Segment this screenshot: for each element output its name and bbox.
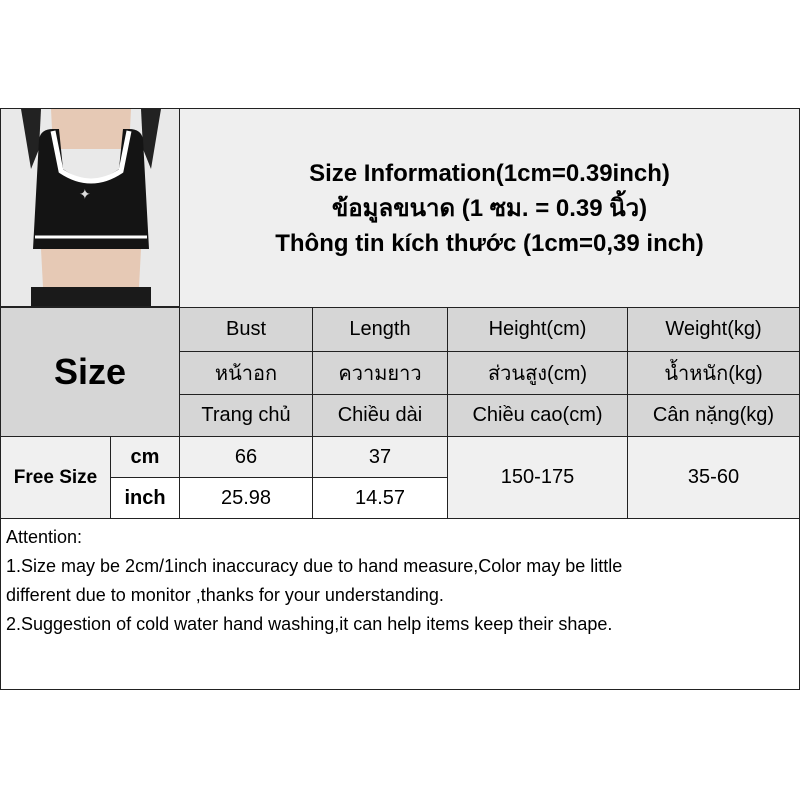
weight-range: 35-60 — [627, 436, 800, 519]
title-thai: ข้อมูลขนาด (1 ซม. = 0.39 นิ้ว) — [331, 194, 648, 222]
attention-heading: Attention: — [6, 527, 83, 547]
attention-line-2: different due to monitor ,thanks for you… — [6, 585, 444, 605]
length-cm: 37 — [312, 436, 448, 478]
product-image: ✦ — [1, 109, 179, 306]
bust-inch: 25.98 — [179, 477, 313, 519]
size-info-title: Size Information(1cm=0.39inch) ข้อมูลขนา… — [179, 108, 800, 308]
size-header: Size — [0, 307, 180, 437]
col-weight-th: น้ำหนัก(kg) — [627, 351, 800, 395]
attention-line-1: 1.Size may be 2cm/1inch inaccuracy due t… — [6, 556, 623, 576]
col-height-vi: Chiều cao(cm) — [447, 394, 628, 437]
title-vietnamese: Thông tin kích thước (1cm=0,39 inch) — [275, 229, 704, 257]
size-free: Free Size — [0, 436, 111, 519]
col-bust-th: หน้าอก — [179, 351, 313, 395]
length-inch: 14.57 — [312, 477, 448, 519]
bust-cm: 66 — [179, 436, 313, 478]
col-bust-en: Bust — [179, 307, 313, 352]
col-weight-vi: Cân nặng(kg) — [627, 394, 800, 437]
col-bust-vi: Trang chủ — [179, 394, 313, 437]
col-length-th: ความยาว — [312, 351, 448, 395]
unit-inch: inch — [110, 477, 180, 519]
product-photo: ✦ — [0, 108, 180, 307]
col-height-en: Height(cm) — [447, 307, 628, 352]
title-english: Size Information(1cm=0.39inch) — [309, 159, 670, 187]
unit-cm: cm — [110, 436, 180, 478]
col-weight-en: Weight(kg) — [627, 307, 800, 352]
height-range: 150-175 — [447, 436, 628, 519]
col-length-en: Length — [312, 307, 448, 352]
svg-text:✦: ✦ — [79, 186, 91, 202]
attention-notes: Attention: 1.Size may be 2cm/1inch inacc… — [0, 518, 800, 690]
attention-line-3: 2.Suggestion of cold water hand washing,… — [6, 614, 613, 634]
col-length-vi: Chiều dài — [312, 394, 448, 437]
col-height-th: ส่วนสูง(cm) — [447, 351, 628, 395]
